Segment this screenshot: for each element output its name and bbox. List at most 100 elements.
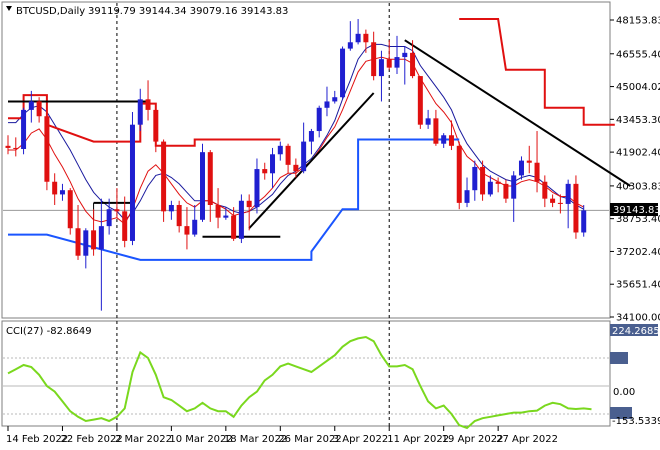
- candle: [254, 158, 260, 214]
- chart-ohlc: 39119.79 39144.34 39079.16 39143.83: [88, 6, 288, 17]
- candle-body: [231, 215, 237, 239]
- candle: [316, 105, 322, 138]
- candle-body: [52, 181, 58, 195]
- candle-body: [425, 118, 431, 125]
- candle: [122, 196, 128, 248]
- candle-body: [5, 145, 11, 148]
- candle-body: [565, 183, 571, 204]
- current-price-tag: [610, 203, 658, 216]
- y-tick-label: 40303.83: [616, 181, 660, 192]
- candle: [417, 76, 423, 129]
- candle: [518, 156, 524, 180]
- candle: [495, 177, 501, 193]
- candle: [557, 194, 563, 214]
- y-tick-label: 34100.00: [616, 313, 660, 324]
- candle: [487, 175, 493, 197]
- candle: [28, 90, 34, 123]
- y-tick-label: 38753.40: [616, 214, 660, 225]
- candle: [184, 207, 190, 250]
- x-tick-label: 2 Mar 2022: [115, 434, 172, 445]
- candle: [425, 109, 431, 129]
- x-tick-label: 22 Feb 2022: [60, 434, 122, 445]
- candle: [153, 105, 159, 153]
- candle-layer: [5, 19, 587, 311]
- x-tick-label: 3 Apr 2022: [333, 434, 388, 445]
- candle-body: [301, 141, 307, 172]
- candle-body: [262, 169, 268, 174]
- candle-body: [75, 228, 81, 256]
- candle: [293, 158, 299, 178]
- candle-body: [324, 101, 330, 108]
- candle: [308, 128, 314, 155]
- candle-body: [581, 210, 587, 233]
- candle-body: [223, 215, 229, 218]
- candle: [378, 50, 384, 102]
- candle-body: [526, 160, 532, 163]
- current-price-tag-text: 39143.83: [613, 205, 660, 216]
- candle: [262, 162, 268, 180]
- candle-body: [386, 59, 392, 68]
- candle-body: [207, 152, 213, 205]
- cci-top-label: 224.2685: [612, 326, 660, 337]
- candle-body: [534, 162, 540, 182]
- candle-body: [456, 145, 462, 203]
- x-tick-label: 10 Mar 2022: [169, 434, 232, 445]
- x-tick-label: 26 Mar 2022: [278, 434, 341, 445]
- candle: [161, 139, 167, 222]
- candle: [200, 143, 205, 222]
- x-tick-label: 18 Mar 2022: [224, 434, 287, 445]
- candle-body: [472, 166, 478, 191]
- candle: [137, 88, 143, 132]
- candle: [464, 177, 470, 208]
- candle-body: [518, 160, 524, 176]
- y-tick-label: 48153.83: [616, 16, 660, 27]
- cci-level-100-tag: [610, 352, 628, 364]
- candle: [114, 188, 120, 218]
- candle: [394, 35, 400, 74]
- candle: [238, 194, 244, 244]
- collapse-triangle-icon[interactable]: [6, 6, 12, 11]
- candle: [59, 183, 65, 201]
- candle-body: [487, 181, 493, 195]
- candle: [534, 131, 540, 193]
- candle: [503, 179, 509, 203]
- candle: [402, 46, 408, 85]
- candle: [231, 207, 237, 241]
- candle-body: [332, 97, 338, 102]
- candle-body: [270, 154, 276, 174]
- candle-body: [21, 109, 27, 149]
- candle-body: [153, 109, 159, 142]
- cci-label: CCI(27) -82.8649: [6, 326, 92, 337]
- candle-body: [122, 211, 128, 241]
- candle: [44, 109, 50, 191]
- candle: [285, 143, 291, 174]
- candle: [386, 40, 392, 70]
- candle-body: [98, 226, 104, 250]
- candle-body: [176, 204, 182, 227]
- cci-top-tag: [610, 324, 658, 336]
- candle-body: [106, 209, 112, 227]
- candle-body: [480, 166, 486, 195]
- candle: [106, 198, 112, 235]
- candle-body: [557, 202, 563, 204]
- cci-level-minus100-tag: [610, 407, 632, 419]
- y-tick-label: 46555.40: [616, 49, 660, 60]
- candle: [347, 21, 353, 51]
- candle: [472, 160, 478, 201]
- candle-body: [28, 101, 34, 110]
- candle-body: [340, 48, 346, 98]
- candle: [542, 175, 548, 208]
- cci-zero-label: 0.00: [613, 387, 635, 398]
- candle-body: [347, 42, 353, 49]
- candle-body: [83, 230, 89, 256]
- candle-body: [129, 124, 135, 241]
- candle-body: [495, 181, 501, 184]
- candle-body: [67, 190, 73, 229]
- candle-body: [215, 204, 221, 218]
- x-tick-label: 19 Apr 2022: [442, 434, 504, 445]
- candle-body: [200, 152, 205, 220]
- y-tick-label: 45004.02: [616, 82, 660, 93]
- trailing-stop-down: [8, 94, 281, 147]
- candle-body: [441, 135, 447, 144]
